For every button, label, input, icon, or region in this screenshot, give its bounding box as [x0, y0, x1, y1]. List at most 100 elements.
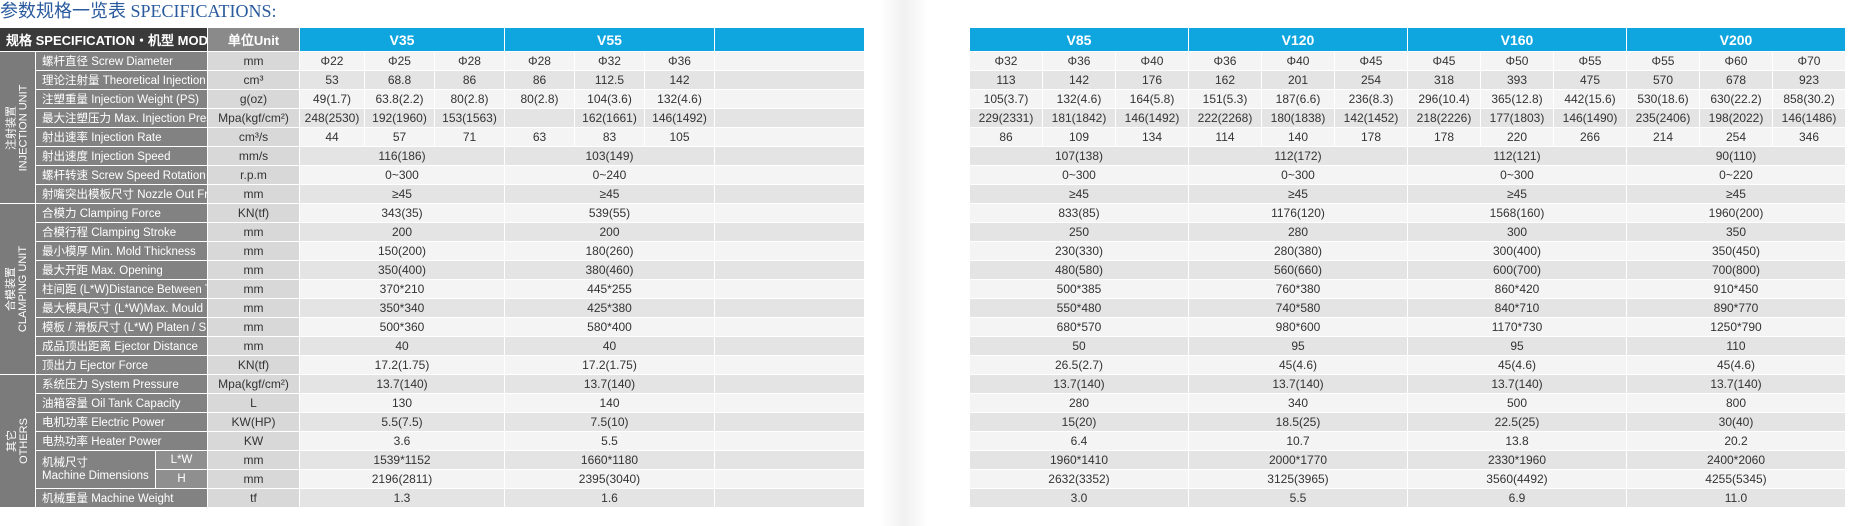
- value-cell: 200: [505, 223, 715, 242]
- value-cell: Φ36: [645, 52, 715, 71]
- param-label: 合模行程 Clamping Stroke: [36, 223, 208, 242]
- value-cell: 370*210: [300, 280, 505, 299]
- value-cell: 740*580: [1189, 299, 1408, 318]
- value-cell: 425*380: [505, 299, 715, 318]
- value-cell: 200: [300, 223, 505, 242]
- value-cell: 700(800): [1627, 261, 1846, 280]
- value-cell: 140: [505, 394, 715, 413]
- value-cell: Φ55: [1554, 52, 1627, 71]
- value-cell: 1176(120): [1189, 204, 1408, 223]
- value-cell: 142(1452): [1335, 109, 1408, 128]
- value-cell: 280: [1189, 223, 1408, 242]
- unit-cell: Mpa(kgf/cm²): [208, 375, 300, 394]
- value-cell: 0~300: [1408, 166, 1627, 185]
- value-cell: 1660*1180: [505, 451, 715, 470]
- value-cell: 343(35): [300, 204, 505, 223]
- value-cell: 1960*1410: [970, 451, 1189, 470]
- value-cell: 116(186): [300, 147, 505, 166]
- spacer-cell: [715, 432, 865, 451]
- value-cell: 2400*2060: [1627, 451, 1846, 470]
- value-cell: 254: [1335, 71, 1408, 90]
- value-cell: 68.8: [365, 71, 435, 90]
- value-cell: 1568(160): [1408, 204, 1627, 223]
- value-cell: 266: [1554, 128, 1627, 147]
- value-cell: 140: [1262, 128, 1335, 147]
- value-cell: Φ70: [1773, 52, 1846, 71]
- value-cell: 151(5.3): [1189, 90, 1262, 109]
- value-cell: 181(1842): [1043, 109, 1116, 128]
- unit-cell: KW(HP): [208, 413, 300, 432]
- value-cell: 910*450: [1627, 280, 1846, 299]
- model-header-v200: V200: [1627, 28, 1846, 52]
- spacer-cell: [715, 451, 865, 470]
- spacer-cell: [715, 318, 865, 337]
- value-cell: 162(1661): [575, 109, 645, 128]
- value-cell: 539(55): [505, 204, 715, 223]
- spec-table-left: 规格 SPECIFICATION・机型 MODEL 单位Unit V35 V55 注射装…: [0, 28, 865, 526]
- value-cell: 350(450): [1627, 242, 1846, 261]
- param-label: 最大开距 Max. Opening: [36, 261, 208, 280]
- param-label: 成品顶出距离 Ejector Distance: [36, 337, 208, 356]
- value-cell: 350(400): [300, 261, 505, 280]
- value-cell: 180(260): [505, 242, 715, 261]
- value-cell: 442(15.6): [1554, 90, 1627, 109]
- value-cell: 380(460): [505, 261, 715, 280]
- spacer-cell: [715, 223, 865, 242]
- param-label: 最大注塑压力 Max. Injection Pressure: [36, 109, 208, 128]
- param-label: 螺杆直径 Screw Diameter: [36, 52, 208, 71]
- value-cell: 5.5: [505, 432, 715, 451]
- value-cell: 236(8.3): [1335, 90, 1408, 109]
- value-cell: 83: [575, 128, 645, 147]
- value-cell: ≥45: [1627, 185, 1846, 204]
- model-header-v85: V85: [970, 28, 1189, 52]
- value-cell: Φ60: [1700, 52, 1773, 71]
- value-cell: 40: [300, 337, 505, 356]
- value-cell: 132(4.6): [1043, 90, 1116, 109]
- value-cell: 180(1838): [1262, 109, 1335, 128]
- group-label: 其它 OTHERS: [0, 375, 36, 508]
- group-label-text: 注射装置 INJECTION UNIT: [5, 84, 30, 171]
- value-cell: Φ36: [1043, 52, 1116, 71]
- unit-cell: mm: [208, 261, 300, 280]
- value-cell: 630(22.2): [1700, 90, 1773, 109]
- value-cell: 20.2: [1627, 432, 1846, 451]
- value-cell: 250: [970, 223, 1189, 242]
- value-cell: 130: [300, 394, 505, 413]
- value-cell: 2330*1960: [1408, 451, 1627, 470]
- param-label: 电热功率 Heater Power: [36, 432, 208, 451]
- value-cell: 57: [365, 128, 435, 147]
- value-cell: 146(1486): [1773, 109, 1846, 128]
- value-cell: 760*380: [1189, 280, 1408, 299]
- page-fold: [880, 0, 928, 526]
- value-cell: 18.5(25): [1189, 413, 1408, 432]
- spacer-cell: [715, 337, 865, 356]
- value-cell: 153(1563): [435, 109, 505, 128]
- value-cell: 0~300: [300, 166, 505, 185]
- param-label: 模板 / 滑板尺寸 (L*W) Platen / Slide Size: [36, 318, 208, 337]
- value-cell: 176: [1116, 71, 1189, 90]
- unit-cell: mm: [208, 470, 300, 489]
- value-cell: 146(1490): [1554, 109, 1627, 128]
- param-label: 机械重量 Machine Weight: [36, 489, 208, 508]
- unit-cell: cm³/s: [208, 128, 300, 147]
- unit-cell: mm: [208, 223, 300, 242]
- value-cell: 923: [1773, 71, 1846, 90]
- value-cell: 95: [1408, 337, 1627, 356]
- unit-cell: mm: [208, 451, 300, 470]
- value-cell: 1539*1152: [300, 451, 505, 470]
- value-cell: 192(1960): [365, 109, 435, 128]
- value-cell: 222(2268): [1189, 109, 1262, 128]
- value-cell: Φ28: [505, 52, 575, 71]
- unit-cell: tf: [208, 489, 300, 508]
- value-cell: 2395(3040): [505, 470, 715, 489]
- value-cell: 22.5(25): [1408, 413, 1627, 432]
- value-cell: 300(400): [1408, 242, 1627, 261]
- spacer-cell: [715, 375, 865, 394]
- value-cell: Φ28: [435, 52, 505, 71]
- value-cell: 350: [1627, 223, 1846, 242]
- spacer-cell: [715, 52, 865, 71]
- param-label: 螺杆转速 Screw Speed Rotation: [36, 166, 208, 185]
- model-header-v55: V55: [505, 28, 715, 52]
- value-cell: 40: [505, 337, 715, 356]
- value-cell: 235(2406): [1627, 109, 1700, 128]
